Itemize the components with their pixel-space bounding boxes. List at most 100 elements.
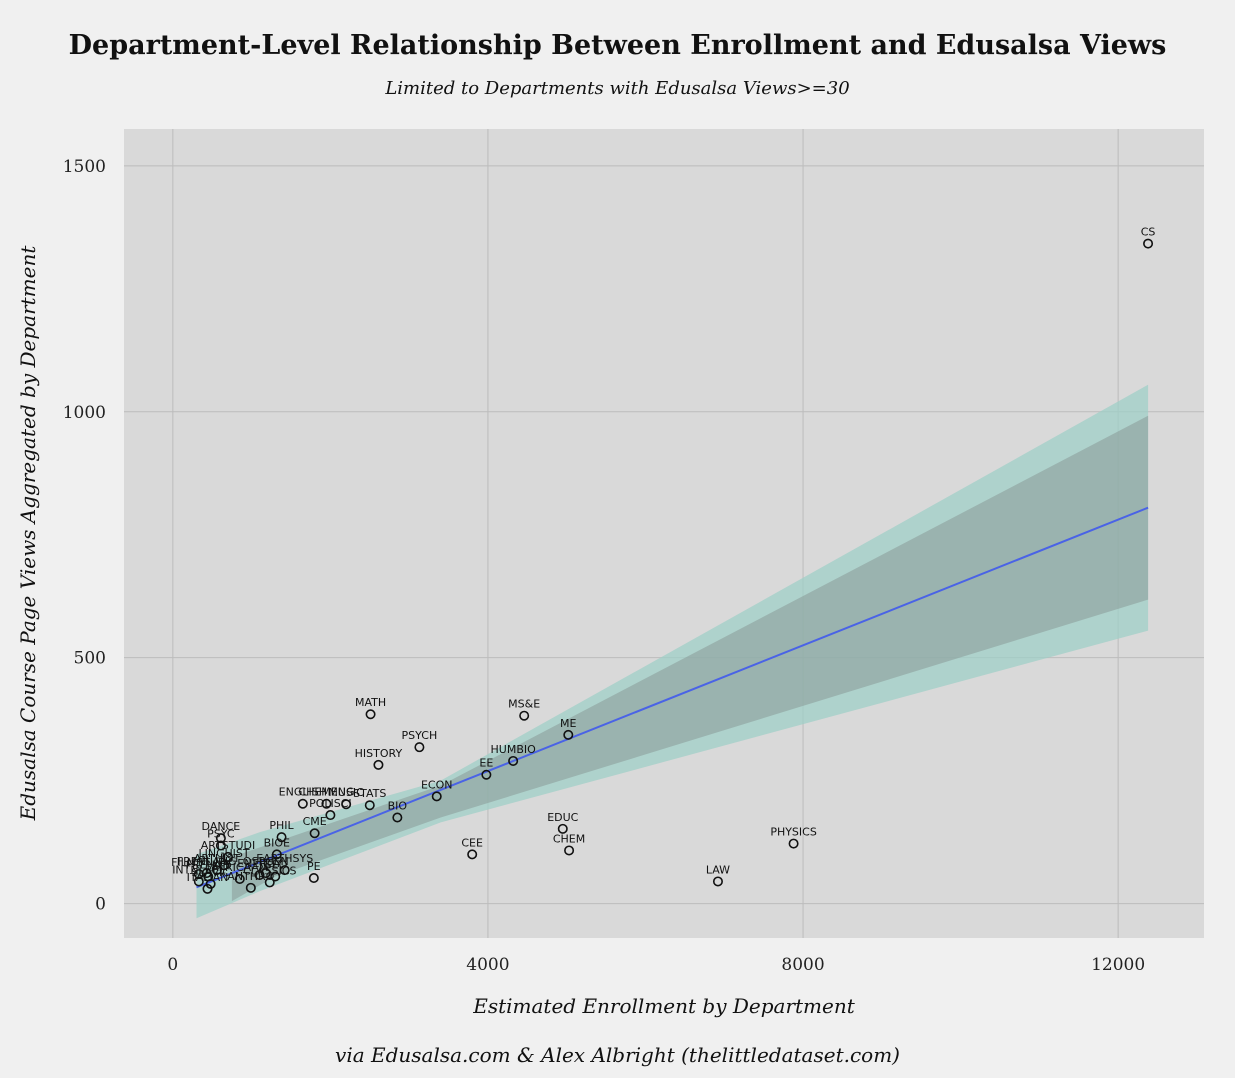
point-label: ITALIAN xyxy=(187,871,229,884)
point-label: ANTHRO xyxy=(227,870,274,883)
chart-subtitle: Limited to Departments with Edusalsa Vie… xyxy=(385,78,850,99)
inner-confidence-band xyxy=(231,415,1149,902)
data-point xyxy=(308,873,319,884)
data-point xyxy=(193,869,204,880)
data-point xyxy=(341,799,352,810)
point-label: PHYSICS xyxy=(770,826,817,839)
point-label: POLISCI xyxy=(309,797,352,810)
point-label: DANCE xyxy=(202,820,241,833)
point-label: PHIL xyxy=(269,819,294,832)
data-point xyxy=(563,729,574,740)
point-label: CEE xyxy=(461,836,483,849)
point-label: OSPGEN xyxy=(243,855,289,868)
point-label: INTNLREL xyxy=(172,863,226,876)
data-point xyxy=(564,845,575,856)
x-tick-label: 8000 xyxy=(781,955,824,975)
data-point xyxy=(260,868,271,879)
data-point xyxy=(321,798,332,809)
point-label: ENGLISH xyxy=(279,786,327,799)
fit-line xyxy=(196,506,1149,889)
point-label: MUSIC xyxy=(328,786,364,799)
point-label: FRENLANG xyxy=(177,855,237,868)
data-point xyxy=(211,865,222,876)
data-point xyxy=(270,871,281,882)
y-tick-label: 1000 xyxy=(63,403,106,423)
point-label: EE xyxy=(479,757,493,770)
data-point xyxy=(325,810,336,821)
point-label: MS&E xyxy=(508,698,540,711)
point-label: SLAVIC xyxy=(191,866,230,879)
point-label: PSYCH xyxy=(402,729,438,742)
outer-confidence-band xyxy=(196,384,1149,919)
point-label: HUMBIO xyxy=(491,743,537,756)
point-label: CME xyxy=(303,815,327,828)
data-point xyxy=(215,840,226,851)
point-label: PE xyxy=(307,860,321,873)
point-label: LINGUIST xyxy=(198,847,249,860)
data-point xyxy=(193,876,204,887)
data-point xyxy=(254,870,265,881)
data-point xyxy=(392,812,403,823)
data-point xyxy=(271,849,282,860)
data-point xyxy=(245,882,256,893)
point-label: EDUC xyxy=(547,811,578,824)
data-point xyxy=(508,755,519,766)
data-point xyxy=(481,769,492,780)
point-label: HISTORY xyxy=(355,747,403,760)
x-tick-label: 0 xyxy=(167,955,178,975)
y-tick-label: 1500 xyxy=(63,157,106,177)
data-point xyxy=(414,742,425,753)
confidence-bands xyxy=(196,384,1149,919)
x-axis-ticks: 0 4000 8000 12000 xyxy=(167,955,1145,975)
data-point xyxy=(205,878,216,889)
data-point xyxy=(264,877,275,888)
x-tick-label: 4000 xyxy=(466,955,509,975)
point-label: MATH xyxy=(355,696,386,709)
point-label: FILMSTUD xyxy=(171,856,226,869)
data-point xyxy=(309,828,320,839)
source-caption: via Edusalsa.com & Alex Albright (thelit… xyxy=(335,1043,900,1067)
data-point xyxy=(431,791,442,802)
data-point xyxy=(519,710,530,721)
y-axis-label: Edusalsa Course Page Views Aggregated by… xyxy=(16,245,40,821)
point-label: AFRICAAM xyxy=(211,861,268,874)
y-tick-label: 0 xyxy=(95,895,106,915)
point-label: CHEM xyxy=(553,832,585,845)
data-point xyxy=(222,851,233,862)
point-label: BIOE xyxy=(264,836,290,849)
data-point xyxy=(215,833,226,844)
data-point xyxy=(788,838,799,849)
data-point xyxy=(364,800,375,811)
data-point xyxy=(297,798,308,809)
data-point xyxy=(365,709,376,720)
point-label: FRENCH xyxy=(186,859,231,872)
point-label: GEO xyxy=(263,859,287,872)
data-point xyxy=(1143,238,1154,249)
point-label: ECON xyxy=(421,778,453,791)
y-tick-label: 500 xyxy=(74,649,106,669)
point-label: ARTSTUDI xyxy=(201,839,256,852)
point-label: CS xyxy=(1141,226,1156,239)
data-point xyxy=(276,832,287,843)
point-label: EARTHSYS xyxy=(256,852,313,865)
data-point xyxy=(712,876,723,887)
point-label: ME xyxy=(560,717,576,730)
point-label: BIO xyxy=(388,800,408,813)
point-label: PSYC xyxy=(207,828,235,841)
y-axis-ticks: 0 500 1000 1500 xyxy=(63,157,106,915)
point-label: CLASSICS xyxy=(243,864,296,877)
data-points xyxy=(193,238,1154,894)
point-label: ARTHIST xyxy=(194,852,241,865)
x-axis-label: Estimated Enrollment by Department xyxy=(473,994,855,1018)
point-label: LAW xyxy=(706,863,730,876)
point-label: STATS xyxy=(353,787,386,800)
data-point xyxy=(279,865,290,876)
x-tick-label: 12000 xyxy=(1091,955,1145,975)
data-point xyxy=(219,860,230,871)
data-point xyxy=(234,873,245,884)
chart-title: Department-Level Relationship Between En… xyxy=(68,30,1167,61)
data-point xyxy=(202,883,213,894)
point-label: CHEMENG xyxy=(298,786,354,799)
